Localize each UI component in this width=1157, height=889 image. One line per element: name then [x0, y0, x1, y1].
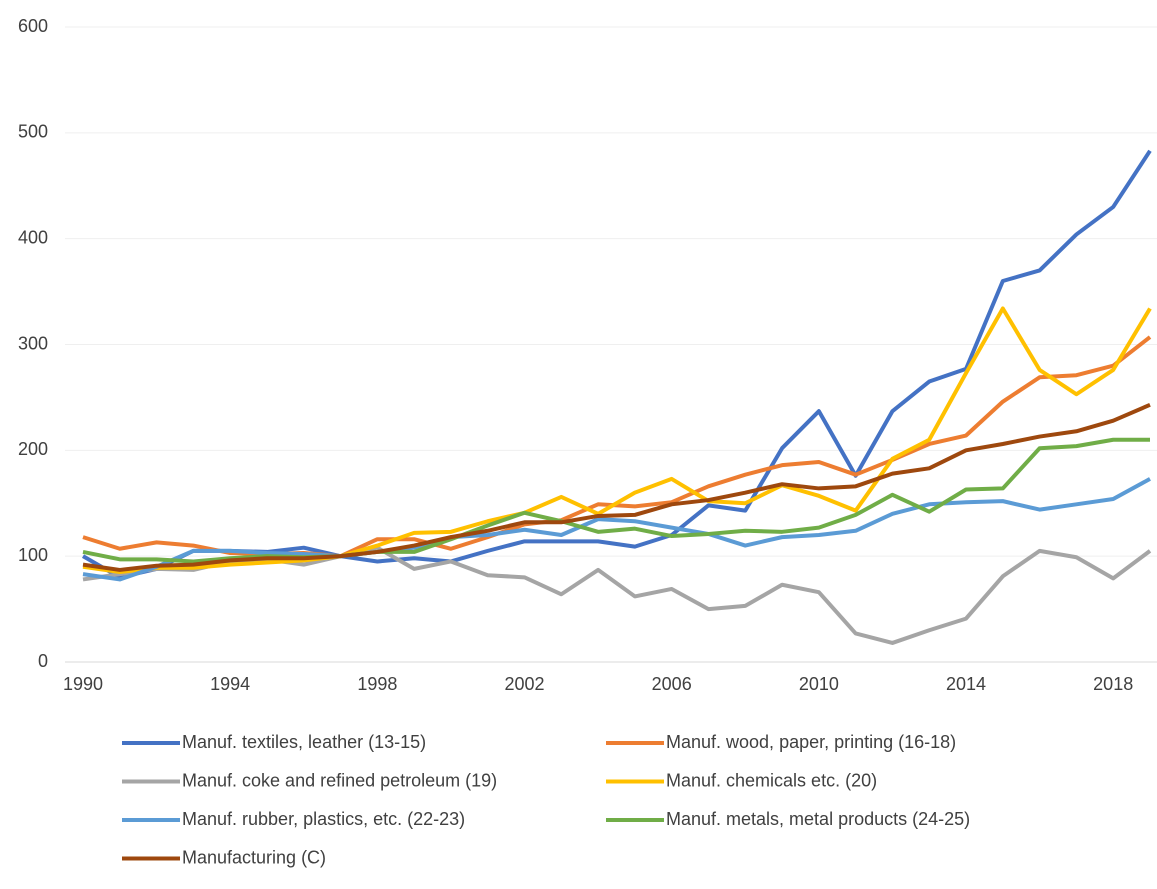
series-line [82, 149, 1152, 580]
y-tick-label: 0 [38, 651, 48, 671]
y-tick-label: 200 [18, 439, 48, 459]
legend-label: Manuf. coke and refined petroleum (19) [182, 770, 497, 790]
legend-label: Manuf. wood, paper, printing (16-18) [666, 732, 956, 752]
series-line [82, 402, 1151, 572]
legend-label: Manufacturing (C) [182, 847, 326, 867]
x-tick-label: 2006 [652, 674, 692, 694]
x-tick-label: 1994 [210, 674, 250, 694]
y-tick-label: 600 [18, 16, 48, 36]
x-tick-label: 2010 [799, 674, 839, 694]
series-line [82, 477, 1151, 582]
series-line [82, 437, 1150, 564]
y-tick-label: 100 [18, 545, 48, 565]
x-tick-label: 2018 [1093, 674, 1133, 694]
legend-label: Manuf. metals, metal products (24-25) [666, 809, 970, 829]
series-line [82, 306, 1152, 575]
y-tick-label: 400 [18, 227, 48, 247]
x-tick-label: 1998 [357, 674, 397, 694]
y-tick-label: 300 [18, 333, 48, 353]
legend-label: Manuf. textiles, leather (13-15) [182, 732, 426, 752]
legend-label: Manuf. chemicals etc. (20) [666, 770, 877, 790]
y-tick-label: 500 [18, 122, 48, 142]
x-tick-label: 1990 [63, 674, 103, 694]
x-tick-label: 2014 [946, 674, 986, 694]
legend-label: Manuf. rubber, plastics, etc. (22-23) [182, 809, 465, 829]
x-tick-label: 2002 [504, 674, 544, 694]
